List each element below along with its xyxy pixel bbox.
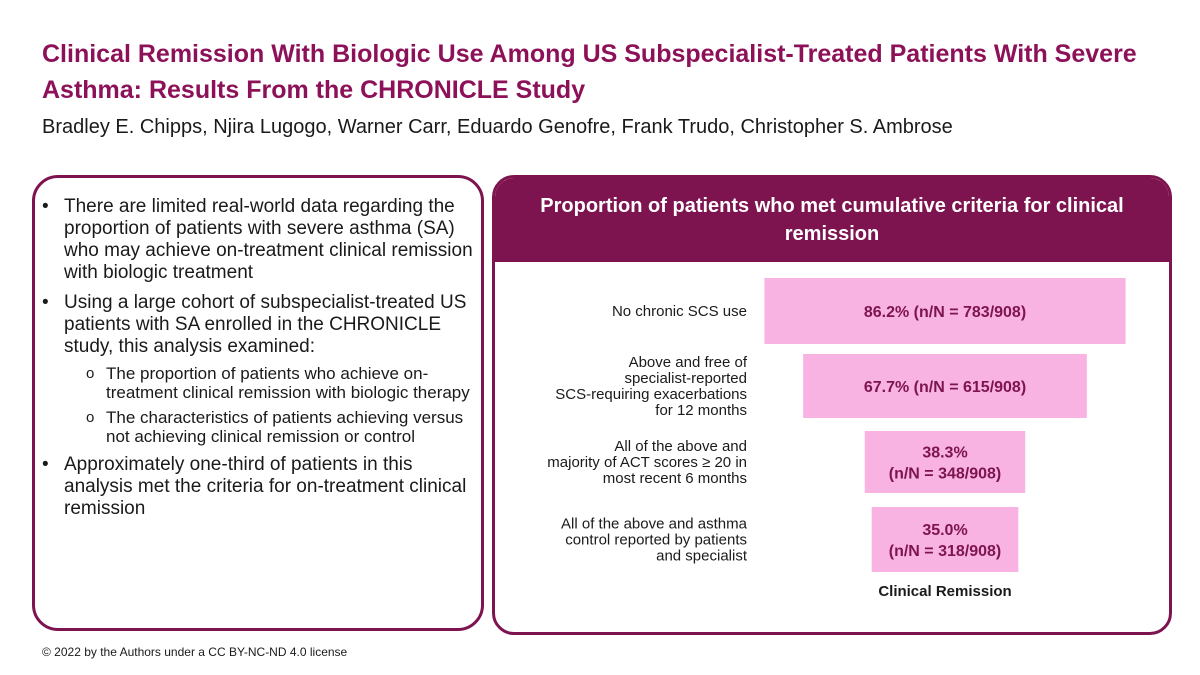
bullet-item: • Approximately one-third of patients in … bbox=[42, 454, 482, 520]
category-label: most recent 6 months bbox=[603, 470, 747, 487]
category-label: specialist-reported bbox=[624, 370, 747, 387]
bullet-text: There are limited real-world data regard… bbox=[64, 196, 473, 283]
category-label: No chronic SCS use bbox=[612, 303, 747, 320]
category-label: All of the above and bbox=[614, 438, 747, 455]
data-label: (n/N = 318/908) bbox=[889, 543, 1002, 560]
data-label: 38.3% bbox=[922, 445, 967, 462]
bullet-icon: • bbox=[42, 196, 49, 217]
data-label: 67.7% (n/N = 615/908) bbox=[864, 379, 1026, 396]
bar-1 bbox=[764, 278, 1126, 344]
bullet-icon: • bbox=[42, 292, 49, 313]
authors: Bradley E. Chipps, Njira Lugogo, Warner … bbox=[42, 116, 953, 138]
background-panel bbox=[32, 175, 484, 631]
data-label: (n/N = 348/908) bbox=[889, 466, 1002, 483]
sub-bullet-item: o The characteristics of patients achievi… bbox=[64, 408, 482, 446]
category-label: Above and free of bbox=[629, 354, 748, 371]
bar-3 bbox=[864, 431, 1026, 493]
annotation-clinical-remission: Clinical Remission bbox=[878, 583, 1011, 600]
bar-4 bbox=[871, 507, 1019, 572]
data-label: 86.2% (n/N = 783/908) bbox=[864, 304, 1026, 321]
background-bullets: • There are limited real-world data regar… bbox=[42, 196, 482, 528]
circle-bullet-icon: o bbox=[86, 365, 95, 382]
bullet-icon: • bbox=[42, 454, 49, 475]
sub-bullet-text: The proportion of patients who achieve o… bbox=[106, 364, 470, 402]
copyright-notice: © 2022 by the Authors under a CC BY-NC-N… bbox=[42, 645, 348, 659]
circle-bullet-icon: o bbox=[86, 409, 95, 426]
category-label: control reported by patients bbox=[565, 532, 747, 549]
category-label: SCS-requiring exacerbations bbox=[555, 386, 747, 403]
category-label: for 12 months bbox=[655, 402, 747, 419]
sub-bullet-text: The characteristics of patients achievin… bbox=[106, 408, 464, 446]
data-label: 35.0% bbox=[922, 522, 967, 539]
funnel-chart: 86.2% (n/N = 783/908) No chronic SCS use 6… bbox=[547, 278, 1126, 600]
bullet-text: Using a large cohort of subspecialist-tr… bbox=[64, 292, 467, 357]
sub-bullet-item: o The proportion of patients who achieve … bbox=[64, 364, 482, 402]
sub-bullets: o The proportion of patients who achieve … bbox=[64, 364, 482, 446]
category-label: majority of ACT scores ≥ 20 in bbox=[547, 454, 747, 471]
bar-2 bbox=[803, 354, 1087, 418]
chart-title: Proportion of patients who met cumulativ… bbox=[495, 178, 1169, 262]
bullet-item: • There are limited real-world data regar… bbox=[42, 196, 482, 284]
bullet-text: Approximately one-third of patients in t… bbox=[64, 454, 467, 519]
bullet-item: • Using a large cohort of subspecialist-t… bbox=[42, 292, 482, 446]
category-label: All of the above and asthma bbox=[561, 516, 748, 533]
page-title: Clinical Remission With Biologic Use Amo… bbox=[42, 40, 1137, 104]
category-label: and specialist bbox=[656, 548, 748, 565]
